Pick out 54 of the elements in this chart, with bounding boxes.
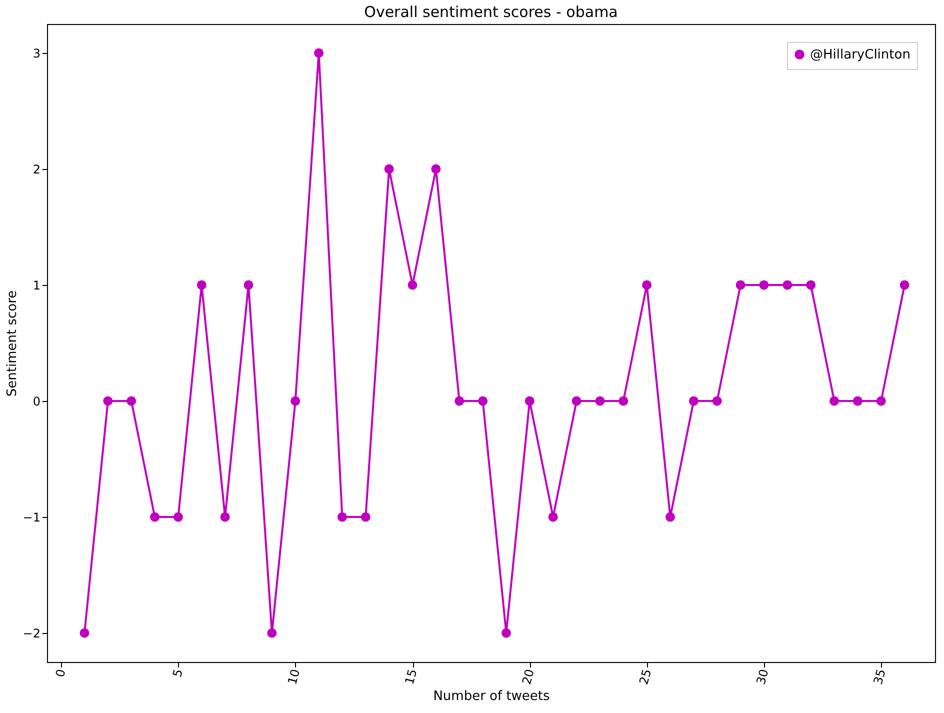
point xyxy=(876,396,886,406)
y-tick-label: −2 xyxy=(22,626,40,640)
x-tick-label: 0 xyxy=(52,668,68,679)
point xyxy=(548,512,558,522)
y-tick-label: 1 xyxy=(32,278,40,292)
point xyxy=(618,396,628,406)
point xyxy=(900,280,910,290)
x-tick-label: 25 xyxy=(636,668,654,686)
y-tick-label: −1 xyxy=(22,510,40,524)
y-tick-label: 2 xyxy=(32,162,40,176)
point xyxy=(267,628,277,638)
point xyxy=(830,396,839,406)
x-tick-label: 20 xyxy=(519,668,537,686)
point xyxy=(665,512,675,522)
x-tick-label: 15 xyxy=(402,668,420,686)
x-tick-label: 35 xyxy=(870,668,888,686)
x-axis-title: Number of tweets xyxy=(433,688,550,704)
x-tick-label: 30 xyxy=(754,668,772,686)
point xyxy=(759,280,769,290)
point xyxy=(150,512,160,522)
point xyxy=(806,280,816,290)
point xyxy=(572,396,582,406)
point xyxy=(220,512,230,522)
point xyxy=(688,396,698,406)
point xyxy=(524,396,534,406)
point xyxy=(360,512,370,522)
point xyxy=(782,280,792,290)
point xyxy=(244,280,254,290)
point xyxy=(501,628,511,638)
point xyxy=(642,280,652,290)
point xyxy=(173,512,183,522)
y-axis-title: Sentiment score xyxy=(4,290,20,397)
point xyxy=(384,164,394,174)
chart-title: Overall sentiment scores - obama xyxy=(364,3,618,21)
x-tick-label: 10 xyxy=(285,668,303,686)
point xyxy=(431,164,441,174)
y-tick-label: 0 xyxy=(32,394,40,408)
legend-label: @HillaryClinton xyxy=(810,48,910,62)
x-tick-label: 5 xyxy=(170,668,186,679)
point xyxy=(408,280,418,290)
point xyxy=(712,396,722,406)
point xyxy=(736,280,746,290)
point xyxy=(103,396,113,406)
point xyxy=(314,48,324,58)
point xyxy=(290,396,300,406)
point xyxy=(196,280,206,290)
point xyxy=(337,512,347,522)
y-tick-label: 3 xyxy=(32,46,40,60)
point xyxy=(454,396,464,406)
point xyxy=(478,396,488,406)
point xyxy=(595,396,605,406)
point xyxy=(80,628,90,638)
point xyxy=(852,396,862,406)
point xyxy=(126,396,136,406)
